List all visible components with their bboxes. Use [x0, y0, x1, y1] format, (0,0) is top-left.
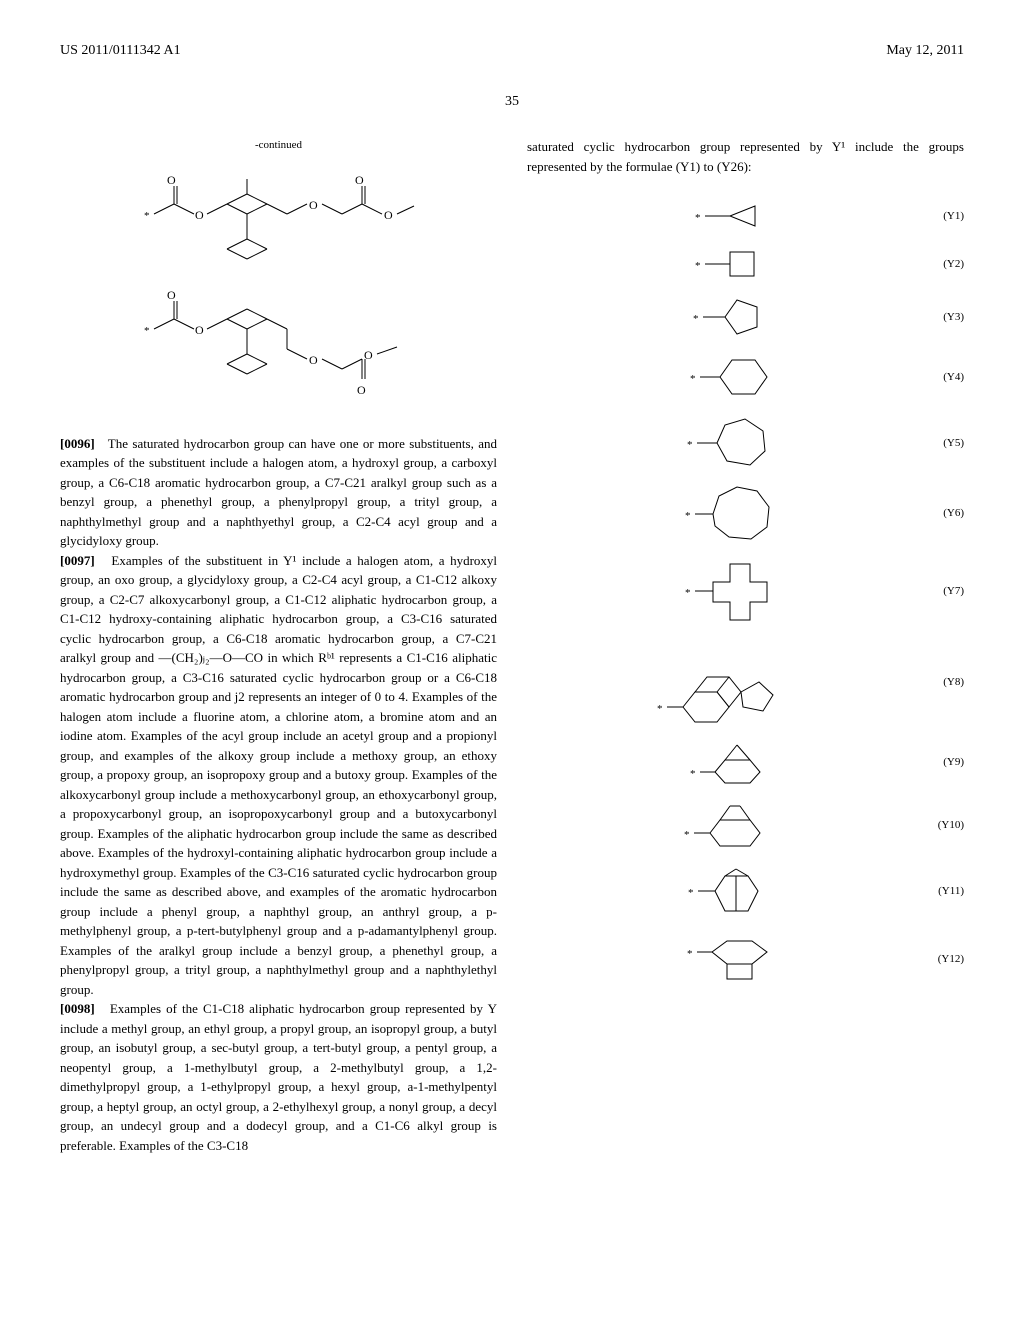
- para97-text: Examples of the substituent in Y¹ includ…: [60, 553, 497, 997]
- svg-text:*: *: [144, 325, 150, 337]
- para97-num: [0097]: [60, 553, 95, 568]
- formula-y2: * (Y2): [527, 244, 964, 284]
- y8-label: (Y8): [943, 674, 964, 691]
- y2-label: (Y2): [943, 256, 964, 273]
- header-left: US 2011/0111342 A1: [60, 40, 181, 61]
- y10-label: (Y10): [938, 817, 964, 834]
- para98-text: Examples of the C1-C18 aliphatic hydroca…: [60, 1001, 497, 1153]
- right-column: saturated cyclic hydrocarbon group repre…: [527, 137, 964, 1155]
- chem-structure-1: * O O: [139, 164, 419, 274]
- formula-y9: * (Y9): [527, 735, 964, 790]
- y1-label: (Y1): [943, 208, 964, 225]
- y5-label: (Y5): [943, 435, 964, 452]
- y12-svg: *: [672, 929, 792, 989]
- svg-text:*: *: [690, 768, 696, 780]
- y8-svg: *: [655, 637, 815, 727]
- svg-text:*: *: [685, 587, 691, 599]
- content-columns: -continued * O O: [60, 137, 964, 1155]
- svg-text:O: O: [355, 173, 364, 187]
- left-column: -continued * O O: [60, 137, 497, 1155]
- y11-label: (Y11): [938, 883, 964, 900]
- para96-text: The saturated hydrocarbon group can have…: [60, 436, 497, 549]
- formula-y7: * (Y7): [527, 554, 964, 629]
- svg-text:*: *: [687, 439, 693, 451]
- formula-y1: * (Y1): [527, 196, 964, 236]
- para98-num: [0098]: [60, 1001, 95, 1016]
- formula-y11: * (Y11): [527, 861, 964, 921]
- formula-y3: * (Y3): [527, 292, 964, 342]
- y10-svg: *: [672, 798, 792, 853]
- y4-svg: *: [675, 350, 795, 405]
- svg-text:O: O: [357, 383, 366, 397]
- y11-svg: *: [673, 861, 793, 921]
- y12-label: (Y12): [938, 951, 964, 968]
- svg-text:*: *: [690, 373, 696, 385]
- svg-text:O: O: [309, 353, 318, 367]
- svg-text:*: *: [693, 313, 699, 325]
- svg-text:*: *: [144, 210, 150, 222]
- y6-svg: *: [675, 481, 795, 546]
- continued-label: -continued: [60, 137, 497, 154]
- svg-text:O: O: [195, 208, 204, 222]
- y3-label: (Y3): [943, 309, 964, 326]
- para96-num: [0096]: [60, 436, 95, 451]
- svg-text:*: *: [688, 887, 694, 899]
- y7-label: (Y7): [943, 583, 964, 600]
- svg-text:O: O: [195, 323, 204, 337]
- page-number: 35: [60, 91, 964, 112]
- y4-label: (Y4): [943, 369, 964, 386]
- paragraph-97: [0097] Examples of the substituent in Y¹…: [60, 551, 497, 1000]
- formula-y5: * (Y5): [527, 413, 964, 473]
- formula-y12: * (Y12): [527, 929, 964, 989]
- svg-text:O: O: [384, 208, 393, 222]
- page-header: US 2011/0111342 A1 May 12, 2011: [60, 40, 964, 61]
- svg-text:*: *: [687, 948, 693, 960]
- chem-structure-2: * O O: [139, 289, 419, 419]
- svg-text:*: *: [657, 703, 663, 715]
- y1-svg: *: [675, 196, 795, 236]
- svg-text:O: O: [167, 289, 176, 302]
- header-right: May 12, 2011: [886, 40, 964, 61]
- formula-y8: * (Y8): [527, 637, 964, 727]
- y9-label: (Y9): [943, 754, 964, 771]
- svg-text:*: *: [684, 829, 690, 841]
- svg-text:O: O: [167, 173, 176, 187]
- paragraph-96: [0096] The saturated hydrocarbon group c…: [60, 434, 497, 551]
- svg-text:*: *: [685, 510, 691, 522]
- right-intro: saturated cyclic hydrocarbon group repre…: [527, 137, 964, 176]
- formula-y10: * (Y10): [527, 798, 964, 853]
- y3-svg: *: [675, 292, 795, 342]
- y6-label: (Y6): [943, 505, 964, 522]
- paragraph-98: [0098] Examples of the C1-C18 aliphatic …: [60, 999, 497, 1155]
- y9-svg: *: [675, 735, 795, 790]
- svg-text:*: *: [695, 260, 701, 272]
- y2-svg: *: [675, 244, 795, 284]
- svg-text:O: O: [309, 198, 318, 212]
- formula-y4: * (Y4): [527, 350, 964, 405]
- formula-y6: * (Y6): [527, 481, 964, 546]
- y5-svg: *: [675, 413, 795, 473]
- y7-svg: *: [675, 554, 795, 629]
- svg-text:*: *: [695, 212, 701, 224]
